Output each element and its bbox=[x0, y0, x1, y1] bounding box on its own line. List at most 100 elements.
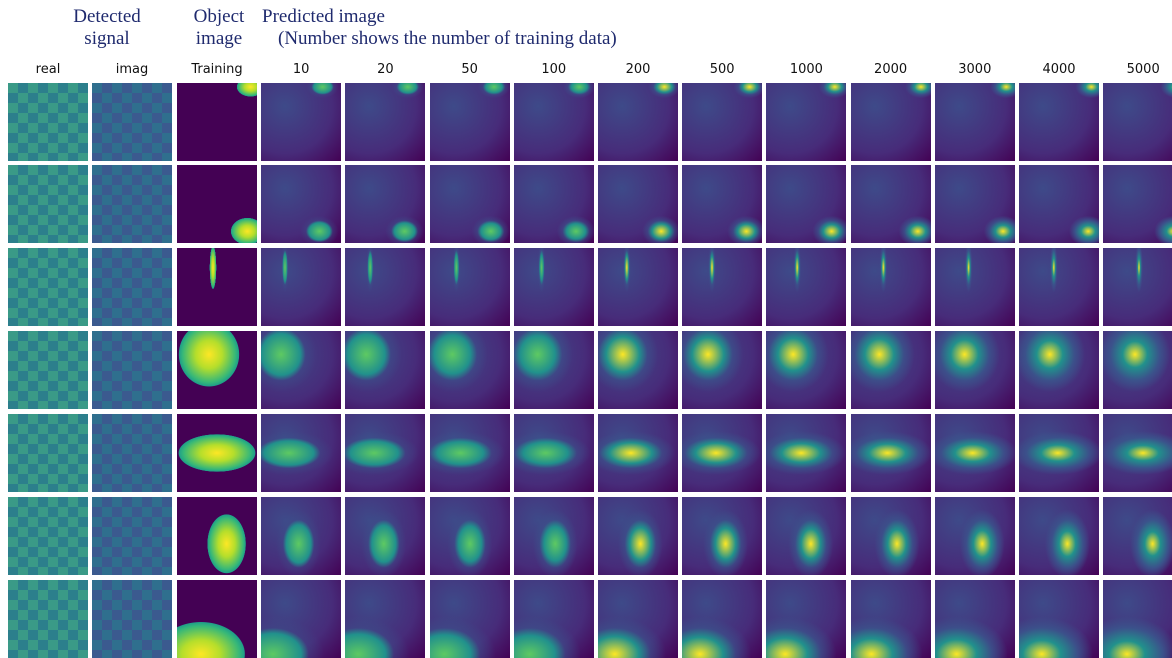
object-image bbox=[177, 497, 257, 575]
predicted-image bbox=[598, 414, 678, 492]
predicted-image bbox=[345, 497, 425, 575]
predicted-image bbox=[514, 497, 594, 575]
predicted-image bbox=[1019, 414, 1099, 492]
object-image bbox=[177, 331, 257, 409]
predicted-image bbox=[261, 83, 341, 161]
object-image bbox=[177, 165, 257, 243]
predicted-image bbox=[1103, 248, 1172, 326]
predicted-image bbox=[261, 414, 341, 492]
object-image bbox=[177, 580, 257, 658]
predicted-image bbox=[766, 83, 846, 161]
predicted-image bbox=[430, 580, 510, 658]
predicted-image bbox=[935, 497, 1015, 575]
predicted-image bbox=[682, 580, 762, 658]
predicted-image bbox=[1019, 580, 1099, 658]
predicted-image bbox=[1103, 83, 1172, 161]
predicted-image bbox=[1103, 331, 1172, 409]
predicted-image bbox=[1019, 165, 1099, 243]
predicted-image bbox=[430, 248, 510, 326]
signal-image bbox=[92, 414, 172, 492]
predicted-image bbox=[851, 580, 931, 658]
predicted-image bbox=[1103, 497, 1172, 575]
signal-image bbox=[8, 331, 88, 409]
signal-image bbox=[92, 580, 172, 658]
predicted-image bbox=[935, 331, 1015, 409]
predicted-image bbox=[345, 414, 425, 492]
predicted-image bbox=[430, 331, 510, 409]
predicted-image bbox=[1019, 497, 1099, 575]
column-label: imag bbox=[92, 62, 172, 77]
predicted-image bbox=[598, 497, 678, 575]
signal-image bbox=[92, 248, 172, 326]
predicted-image bbox=[598, 248, 678, 326]
predicted-image bbox=[766, 497, 846, 575]
predicted-image bbox=[514, 580, 594, 658]
header-object: Object image bbox=[186, 6, 252, 50]
signal-image bbox=[8, 580, 88, 658]
predicted-image bbox=[682, 331, 762, 409]
column-label: 50 bbox=[430, 62, 510, 77]
column-label: Training bbox=[177, 62, 257, 77]
figure: Detected signal Object image Predicted i… bbox=[0, 0, 1172, 655]
predicted-image bbox=[261, 165, 341, 243]
predicted-image bbox=[430, 83, 510, 161]
predicted-image bbox=[514, 83, 594, 161]
predicted-image bbox=[1019, 248, 1099, 326]
predicted-image bbox=[1019, 83, 1099, 161]
predicted-image bbox=[935, 165, 1015, 243]
column-label: 10 bbox=[261, 62, 341, 77]
predicted-image bbox=[598, 165, 678, 243]
column-label: real bbox=[8, 62, 88, 77]
signal-image bbox=[8, 83, 88, 161]
predicted-image bbox=[935, 580, 1015, 658]
predicted-image bbox=[261, 331, 341, 409]
header-predicted: Predicted image bbox=[262, 6, 385, 28]
predicted-image bbox=[935, 414, 1015, 492]
column-label: 2000 bbox=[851, 62, 931, 77]
column-label: 4000 bbox=[1019, 62, 1099, 77]
predicted-image bbox=[430, 414, 510, 492]
predicted-image bbox=[430, 165, 510, 243]
predicted-image bbox=[935, 83, 1015, 161]
predicted-image bbox=[514, 414, 594, 492]
column-label: 200 bbox=[598, 62, 678, 77]
predicted-image bbox=[430, 497, 510, 575]
predicted-image bbox=[851, 497, 931, 575]
predicted-image bbox=[682, 83, 762, 161]
signal-image bbox=[92, 165, 172, 243]
signal-image bbox=[8, 497, 88, 575]
signal-image bbox=[8, 165, 88, 243]
column-label: 5000 bbox=[1103, 62, 1172, 77]
predicted-image bbox=[261, 497, 341, 575]
predicted-image bbox=[345, 165, 425, 243]
predicted-image bbox=[514, 331, 594, 409]
predicted-image bbox=[1103, 165, 1172, 243]
object-image bbox=[177, 83, 257, 161]
predicted-image bbox=[851, 83, 931, 161]
object-image bbox=[177, 248, 257, 326]
column-label: 20 bbox=[345, 62, 425, 77]
predicted-image bbox=[851, 414, 931, 492]
object-image bbox=[177, 414, 257, 492]
predicted-image bbox=[598, 331, 678, 409]
predicted-image bbox=[682, 414, 762, 492]
signal-image bbox=[92, 331, 172, 409]
predicted-image bbox=[514, 165, 594, 243]
predicted-image bbox=[1103, 414, 1172, 492]
predicted-image bbox=[766, 248, 846, 326]
column-label: 100 bbox=[514, 62, 594, 77]
predicted-image bbox=[1019, 331, 1099, 409]
predicted-image bbox=[766, 331, 846, 409]
column-label: 3000 bbox=[935, 62, 1015, 77]
signal-image bbox=[92, 83, 172, 161]
predicted-image bbox=[261, 580, 341, 658]
header-note: (Number shows the number of training dat… bbox=[278, 28, 617, 50]
predicted-image bbox=[935, 248, 1015, 326]
predicted-image bbox=[766, 580, 846, 658]
predicted-image bbox=[766, 165, 846, 243]
predicted-image bbox=[345, 83, 425, 161]
predicted-image bbox=[345, 580, 425, 658]
predicted-image bbox=[514, 248, 594, 326]
predicted-image bbox=[598, 580, 678, 658]
predicted-image bbox=[345, 248, 425, 326]
